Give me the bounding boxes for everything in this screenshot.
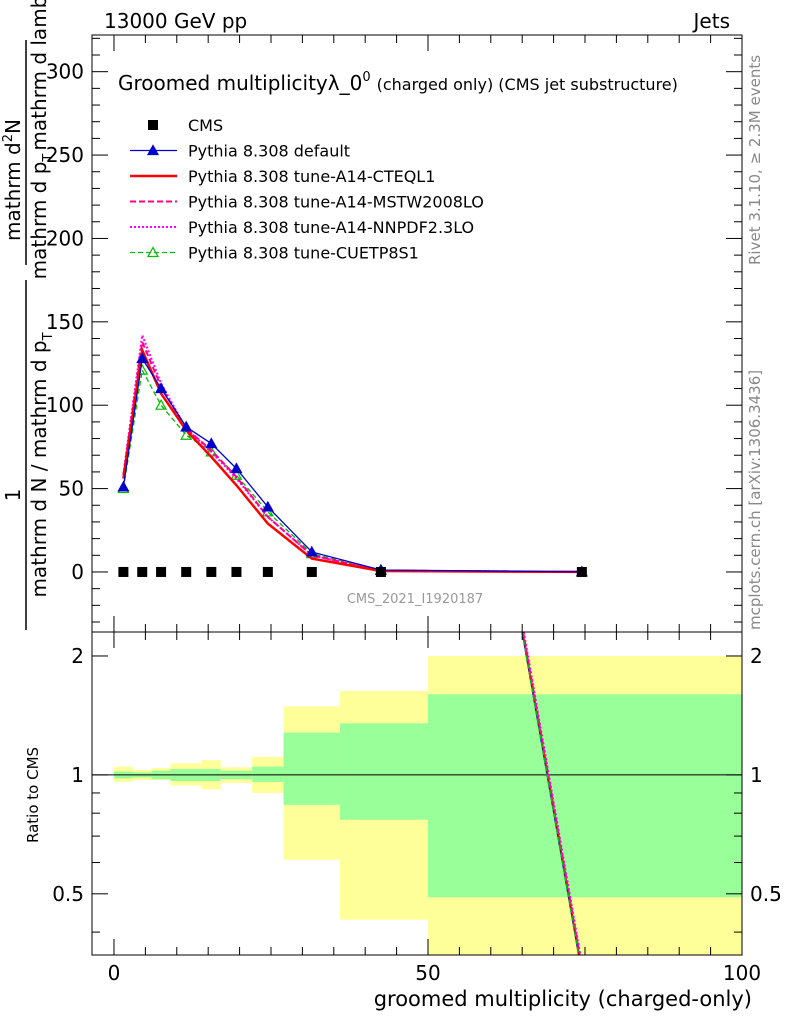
- ratio-ticks: 0.5 0.5 1 1 2 2 0 50 100: [52, 632, 782, 985]
- legend-label: Pythia 8.308 tune-CUETP8S1: [188, 244, 419, 263]
- ratio-frame: [91, 631, 743, 956]
- cms-point: [137, 566, 148, 577]
- series-point: [305, 545, 318, 557]
- y-tick-label: 100: [46, 393, 84, 417]
- ylabel-one: 1: [1, 489, 25, 502]
- legend-label: CMS: [188, 116, 223, 135]
- ratio-band-inner: [283, 732, 341, 805]
- header-right: Jets: [692, 9, 730, 33]
- ratio-y-tick-label-left: 1: [71, 763, 84, 787]
- series-line: [122, 331, 582, 573]
- x-axis-label: groomed multiplicity (charged-only): [374, 987, 752, 1011]
- cms-point: [206, 566, 217, 577]
- ratio-y-tick-label-right: 0.5: [750, 882, 782, 906]
- y-tick-label: 250: [46, 143, 84, 167]
- legend-label: Pythia 8.308 tune-A14-MSTW2008LO: [188, 193, 484, 212]
- cms-point: [118, 566, 129, 577]
- ratio-line: [523, 631, 582, 956]
- series-line: [122, 345, 582, 574]
- main-title: Groomed multiplicityλ_00 (charged only) (…: [118, 70, 678, 95]
- y-tick-label: 0: [71, 560, 84, 584]
- legend-label: Pythia 8.308 tune-A14-CTEQL1: [188, 167, 435, 186]
- mcplots-label: mcplots.cern.ch [arXiv:1306.3436]: [746, 370, 764, 630]
- series-point: [261, 500, 274, 512]
- ratio-bands: [92, 655, 742, 955]
- rivet-label: Rivet 3.1.10, ≥ 2.3M events: [746, 55, 764, 265]
- main-series: [117, 331, 588, 577]
- series-point: [155, 398, 168, 410]
- ratio-lines: [521, 631, 582, 956]
- cms-point: [262, 566, 273, 577]
- ylabel-denominator-top: mathrm d pTmathrm d lambda: [27, 0, 56, 279]
- ratio-band-inner: [340, 723, 428, 820]
- cms-point: [576, 566, 587, 577]
- legend-label: Pythia 8.308 tune-A14-NNPDF2.3LO: [188, 218, 474, 237]
- cms-point: [181, 566, 192, 577]
- ratio-line: [521, 631, 580, 956]
- series-point: [180, 420, 193, 432]
- ratio-y-tick-label-right: 1: [750, 763, 763, 787]
- y-tick-label: 50: [59, 477, 84, 501]
- series-point: [136, 352, 149, 364]
- series-point: [205, 437, 218, 449]
- y-tick-label: 150: [46, 310, 84, 334]
- legend-marker-cms: [148, 120, 158, 130]
- ylabel-denominator-bottom: mathrm d N / mathrm d pT: [27, 332, 56, 597]
- legend-label: Pythia 8.308 default: [188, 142, 350, 161]
- cms-point: [375, 566, 386, 577]
- series-point: [180, 428, 193, 440]
- header-left: 13000 GeV pp: [104, 9, 247, 33]
- x-tick-label: 0: [108, 961, 121, 985]
- y-tick-label: 300: [46, 60, 84, 84]
- series-point: [230, 462, 243, 474]
- cms-point: [306, 566, 317, 577]
- ratio-y-tick-label-right: 2: [750, 644, 763, 668]
- cms-point: [156, 566, 167, 577]
- legend: CMS Pythia 8.308 default Pythia 8.308 tune…: [130, 116, 484, 263]
- analysis-watermark: CMS_2021_I1920187: [347, 592, 483, 607]
- series-point: [155, 382, 168, 394]
- ratio-band-inner: [427, 694, 742, 898]
- series-point: [117, 480, 130, 492]
- x-tick-label: 50: [415, 961, 440, 985]
- ratio-band-inner: [252, 766, 284, 782]
- cms-point: [231, 566, 242, 577]
- ratio-ylabel: Ratio to CMS: [24, 747, 42, 843]
- series-line: [122, 368, 582, 573]
- legend-marker: [146, 144, 160, 156]
- main-y-ticks: 0 50 100 150 200 250 300: [46, 35, 743, 632]
- ratio-y-tick-label-left: 0.5: [52, 882, 84, 906]
- ylabel-numerator: mathrm d2N: [1, 119, 25, 241]
- series-line: [122, 356, 582, 573]
- x-tick-label: 100: [723, 961, 761, 985]
- main-ylabel: 1 mathrm d2N mathrm d pTmathrm d lambda …: [1, 0, 56, 630]
- series-line: [122, 338, 582, 573]
- legend-marker: [146, 246, 160, 258]
- ratio-y-tick-label-left: 2: [71, 644, 84, 668]
- y-tick-label: 200: [46, 226, 84, 250]
